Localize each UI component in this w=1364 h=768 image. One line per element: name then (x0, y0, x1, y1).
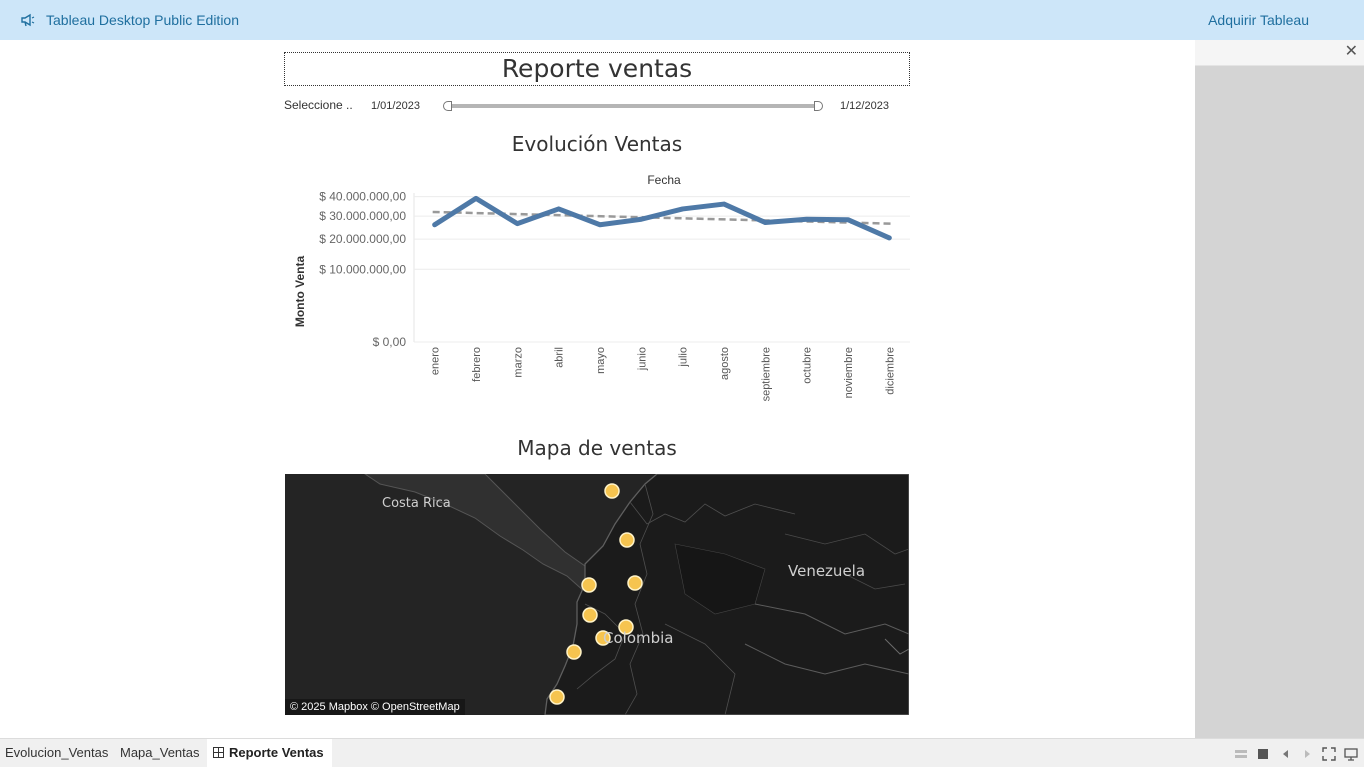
filmstrip-view-icon[interactable] (1234, 747, 1248, 761)
tab-reporte-ventas[interactable]: Reporte Ventas (207, 739, 332, 768)
presentation-mode-icon[interactable] (1344, 747, 1358, 761)
sales-map[interactable]: Costa Rica Venezuela Colombia © 2025 Map… (285, 474, 909, 715)
data-point[interactable] (432, 222, 437, 227)
x-tick-label: abril (554, 347, 566, 368)
next-sheet-icon[interactable] (1300, 747, 1314, 761)
close-icon[interactable]: ✕ (1344, 43, 1358, 60)
map-marker[interactable] (566, 644, 582, 660)
date-range-slider[interactable] (447, 104, 819, 108)
map-marker[interactable] (582, 607, 598, 623)
map-marker[interactable] (595, 630, 611, 646)
date-filter-label: Seleccione .. (284, 98, 353, 112)
dashboard-title: Reporte ventas (284, 52, 910, 86)
tab-mapa-ventas[interactable]: Mapa_Ventas (120, 745, 200, 760)
map-label-venezuela: Venezuela (788, 562, 866, 580)
y-tick-label: $ 10.000.000,00 (319, 262, 406, 276)
single-view-icon[interactable] (1256, 747, 1270, 761)
x-tick-label: septiembre (760, 347, 772, 401)
fullscreen-icon[interactable] (1322, 747, 1336, 761)
map-markers (549, 483, 643, 705)
data-point[interactable] (598, 222, 602, 227)
y-tick-label: $ 40.000.000,00 (319, 190, 406, 204)
map-marker[interactable] (627, 575, 643, 591)
side-panel: ✕ (1195, 40, 1364, 738)
dashboard-icon (213, 747, 224, 758)
map-marker[interactable] (619, 532, 635, 548)
map-marker[interactable] (549, 689, 565, 705)
sales-line-chart[interactable]: $ 0,00 $ 10.000.000,00 $ 20.000.000,00 $ 30… (284, 165, 912, 421)
data-point[interactable] (887, 235, 892, 240)
date-filter-max[interactable]: 1/12/2023 (840, 100, 889, 112)
map-marker[interactable] (618, 619, 634, 635)
map-background (285, 474, 909, 715)
tab-reporte-ventas-label: Reporte Ventas (229, 745, 324, 760)
data-point[interactable] (804, 217, 809, 222)
sheet-tab-bar: Evolucion_Ventas Mapa_Ventas Reporte Ven… (0, 738, 1364, 768)
x-tick-label: agosto (719, 347, 731, 380)
y-tick-label: $ 30.000.000,00 (319, 209, 406, 223)
x-tick-label: febrero (471, 347, 483, 382)
series-line[interactable] (432, 195, 892, 241)
map-label-colombia: Colombia (603, 629, 674, 647)
app-title: Tableau Desktop Public Edition (46, 12, 240, 28)
chart-title: Evolución Ventas (511, 132, 683, 156)
map-title: Mapa de ventas (517, 436, 677, 460)
previous-sheet-icon[interactable] (1279, 747, 1293, 761)
data-point[interactable] (763, 220, 768, 225)
tab-evolucion-ventas[interactable]: Evolucion_Ventas (5, 745, 109, 760)
x-tick-label: mayo (595, 347, 607, 374)
data-point[interactable] (474, 196, 478, 201)
data-point[interactable] (722, 202, 726, 207)
map-marker[interactable] (581, 577, 597, 593)
data-point[interactable] (515, 221, 520, 226)
x-tick-label: octubre (802, 347, 814, 384)
megaphone-icon (21, 13, 35, 27)
side-panel-header: ✕ (1195, 40, 1364, 66)
acquire-tableau-link[interactable]: Adquirir Tableau (1208, 12, 1309, 28)
x-tick-label: julio (678, 347, 690, 368)
data-point[interactable] (680, 206, 685, 211)
y-axis-title: Monto Venta (293, 256, 307, 328)
date-filter-min[interactable]: 1/01/2023 (371, 100, 420, 112)
x-axis-title: Fecha (647, 173, 681, 187)
data-point[interactable] (556, 206, 561, 211)
slider-handle-start[interactable] (443, 101, 452, 111)
y-tick-label: $ 20.000.000,00 (319, 232, 406, 246)
x-tick-label: junio (636, 347, 648, 371)
x-tick-label: noviembre (843, 347, 855, 398)
data-point[interactable] (639, 217, 644, 222)
map-attribution: © 2025 Mapbox © OpenStreetMap (285, 699, 465, 715)
x-tick-label: diciembre (884, 347, 896, 395)
data-point[interactable] (846, 217, 850, 222)
x-tick-label: marzo (512, 347, 524, 378)
map-marker[interactable] (604, 483, 620, 499)
map-label-costa-rica: Costa Rica (382, 496, 451, 511)
x-tick-label: enero (430, 347, 442, 375)
top-bar: Tableau Desktop Public Edition Adquirir … (0, 0, 1364, 40)
slider-handle-end[interactable] (814, 101, 823, 111)
y-tick-label: $ 0,00 (373, 335, 407, 349)
